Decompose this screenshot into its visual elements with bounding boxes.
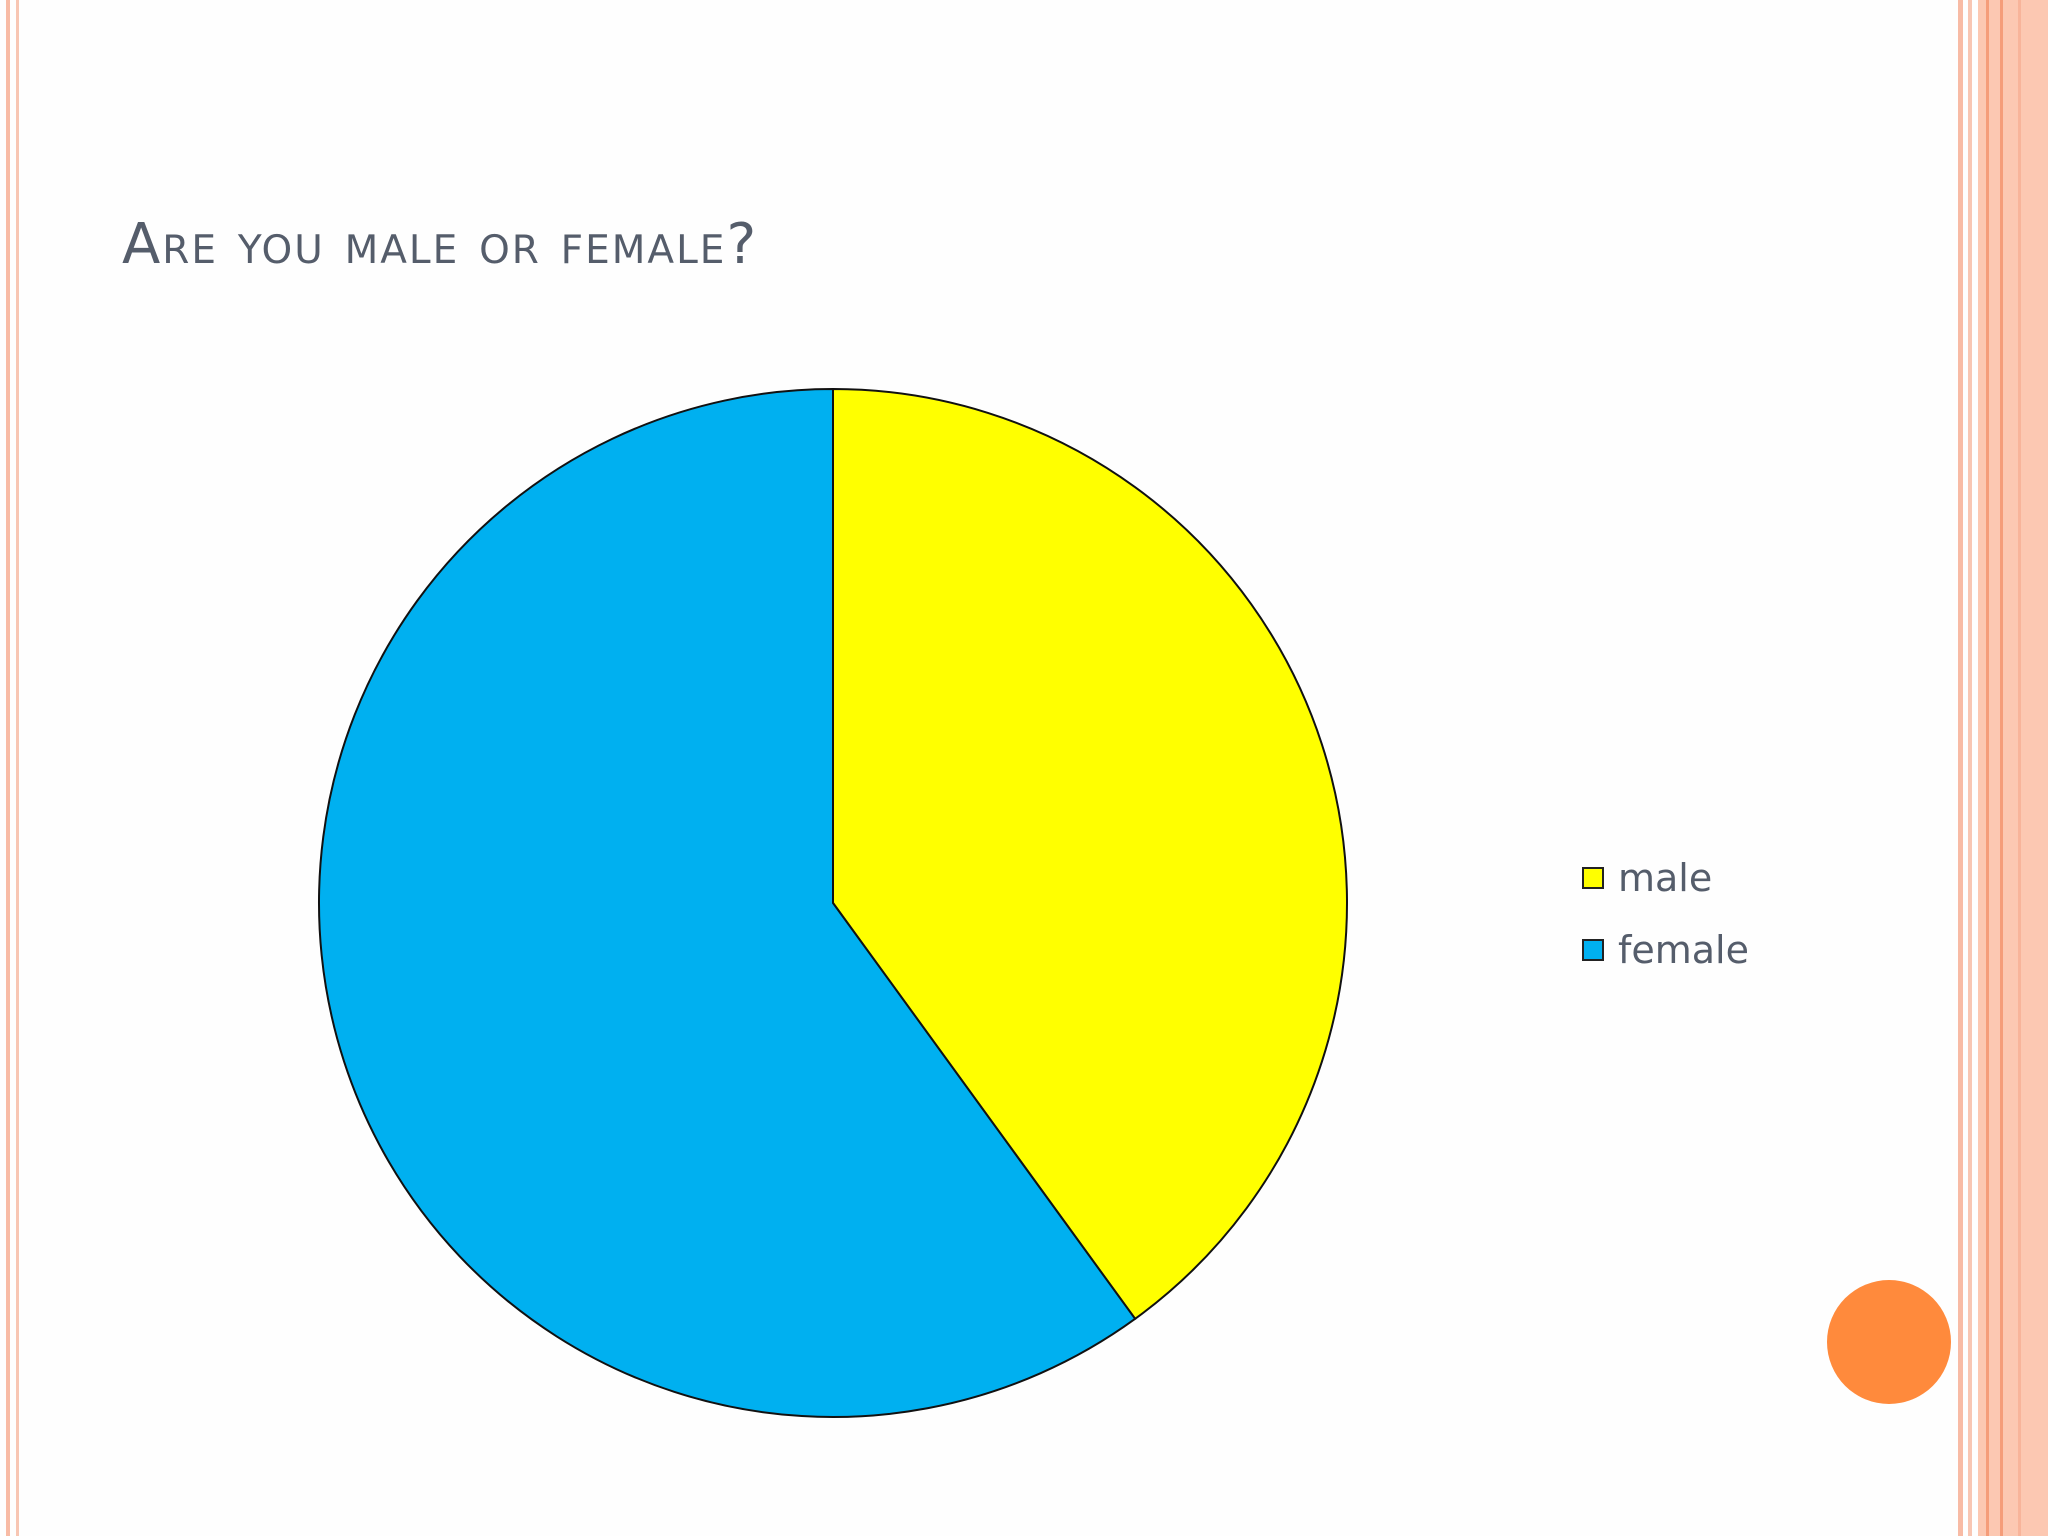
- right-border-line-a: [1986, 0, 1989, 1536]
- right-border-stripe-2: [1968, 0, 1972, 1536]
- legend-label-male: male: [1618, 856, 1713, 900]
- left-border-stripe-inner: [16, 0, 19, 1536]
- right-border-line-c: [2018, 0, 2021, 1536]
- right-border-band: [1978, 0, 2048, 1536]
- chart-legend: male female: [1582, 842, 1749, 986]
- right-border-line-b: [2000, 0, 2003, 1536]
- slide-title: Are you male or female?: [122, 212, 759, 277]
- right-border-stripe-1: [1958, 0, 1963, 1536]
- pie-slice-male: [832, 387, 1348, 1321]
- left-border-stripe-outer: [6, 0, 10, 1536]
- legend-swatch-female: [1582, 939, 1604, 961]
- legend-item-male: male: [1582, 842, 1749, 914]
- accent-circle-decoration: [1827, 1280, 1951, 1404]
- legend-item-female: female: [1582, 914, 1749, 986]
- legend-swatch-male: [1582, 867, 1604, 889]
- legend-label-female: female: [1618, 928, 1749, 972]
- pie-slice-female: [317, 387, 1137, 1418]
